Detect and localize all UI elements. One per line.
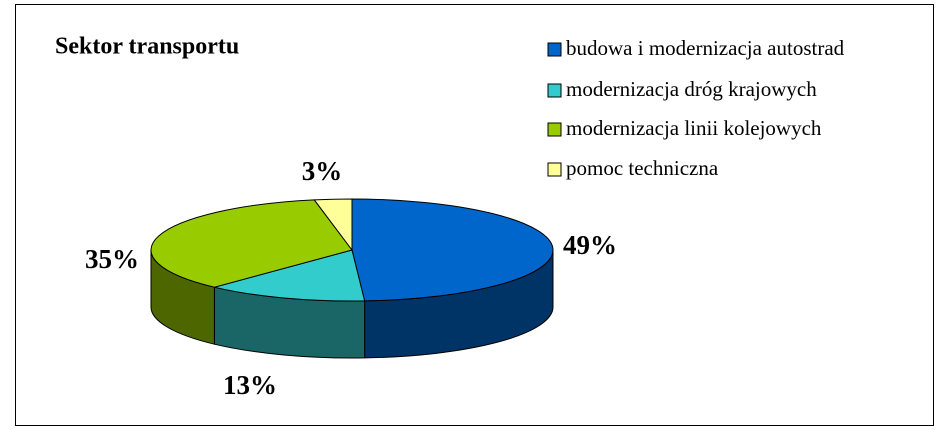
legend-swatch	[547, 162, 562, 177]
data-label: 13%	[223, 370, 277, 400]
pie-slice	[313, 198, 353, 252]
data-label: 49%	[563, 230, 617, 260]
pie-slice	[214, 249, 366, 302]
pie-slice	[351, 198, 554, 302]
legend-swatch	[547, 42, 562, 57]
chart-title: Sektor transportu	[55, 34, 239, 60]
legend-swatch	[547, 83, 562, 98]
legend-label: modernizacja dróg krajowych	[566, 77, 817, 101]
pie-slice	[150, 199, 353, 288]
legend-swatch	[547, 122, 562, 137]
data-label: 3%	[302, 156, 343, 186]
legend-label: modernizacja linii kolejowych	[566, 116, 822, 140]
legend-label: budowa i modernizacja autostrad	[566, 36, 845, 60]
data-label: 35%	[85, 244, 139, 274]
legend-label: pomoc techniczna	[566, 156, 719, 180]
